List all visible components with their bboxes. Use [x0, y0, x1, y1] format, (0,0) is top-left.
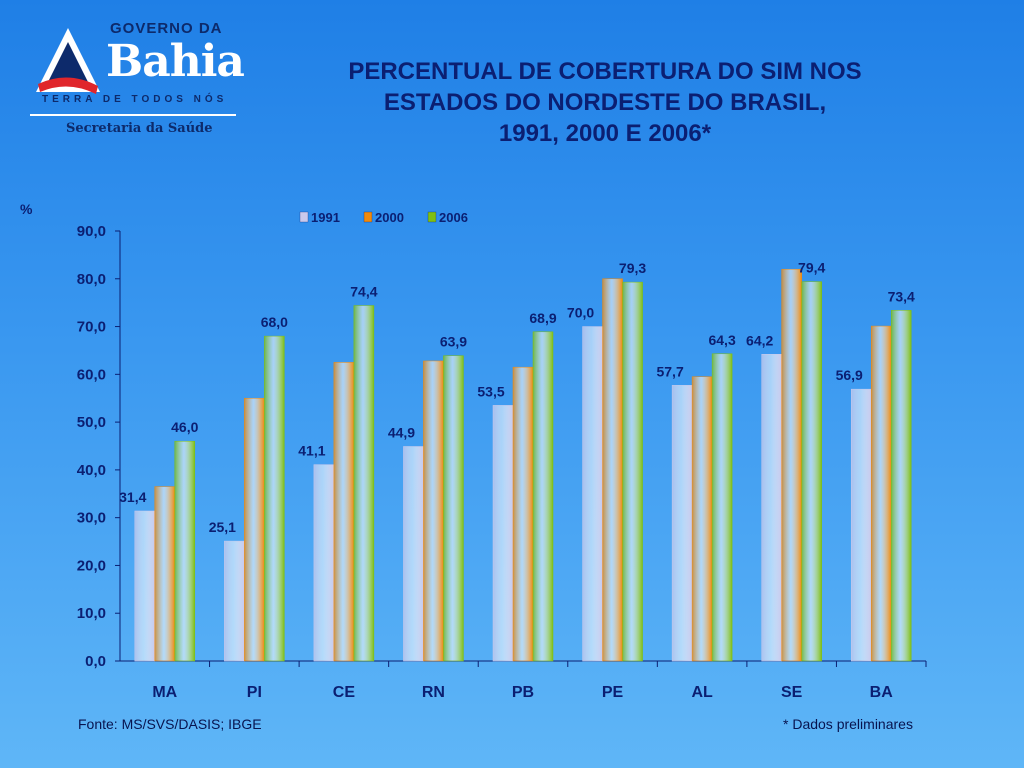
y-tick-label: 10,0: [77, 605, 106, 622]
data-label-2006-MA: 46,0: [171, 419, 198, 435]
preliminary-note: * Dados preliminares: [783, 716, 913, 732]
bar-2000-AL: [691, 376, 713, 662]
legend-swatch-1991: [299, 211, 309, 223]
legend-swatch-2000: [363, 211, 373, 223]
data-label-1991-AL: 57,7: [656, 363, 683, 379]
legend-label-1991: 1991: [311, 210, 340, 225]
y-tick-label: 0,0: [85, 653, 106, 670]
chart-title-line-1: PERCENTUAL DE COBERTURA DO SIM NOS: [348, 58, 862, 85]
data-label-1991-MA: 31,4: [119, 489, 146, 505]
legend-swatch-2006: [427, 211, 437, 223]
y-tick-label: 20,0: [77, 557, 106, 574]
chart-title: PERCENTUAL DE COBERTURA DO SIM NOS ESTAD…: [270, 56, 940, 149]
bar-2000-PB: [512, 366, 534, 662]
bar-1991-PE: [582, 326, 603, 662]
bar-1991-CE: [313, 464, 335, 662]
data-label-1991-RN: 44,9: [388, 424, 415, 440]
bar-2006-CE: [353, 305, 375, 662]
bar-2006-RN: [443, 355, 464, 662]
data-label-2006-PB: 68,9: [529, 310, 556, 326]
chart-title-line-2: ESTADOS DO NORDESTE DO BRASIL,: [383, 89, 827, 116]
bar-2006-SE: [801, 281, 822, 662]
data-label-1991-SE: 64,2: [746, 332, 773, 348]
source-note: Fonte: MS/SVS/DASIS; IBGE: [78, 716, 262, 732]
bar-2000-CE: [333, 362, 355, 662]
data-label-2006-RN: 63,9: [440, 334, 467, 350]
x-tick-label: MA: [152, 684, 177, 701]
x-tick-label: CE: [333, 684, 356, 701]
bar-1991-PI: [224, 540, 245, 662]
y-tick-label: 90,0: [77, 223, 106, 240]
x-tick-label: SE: [781, 684, 803, 701]
bar-1991-PB: [492, 405, 514, 662]
y-axis-label: %: [20, 201, 33, 217]
bar-2000-PE: [602, 278, 623, 662]
y-tick-label: 60,0: [77, 366, 106, 383]
data-label-2006-SE: 79,4: [798, 260, 825, 276]
data-label-1991-CE: 41,1: [298, 443, 325, 459]
y-tick-label: 40,0: [77, 462, 106, 479]
data-label-1991-PI: 25,1: [209, 519, 236, 535]
x-tick-label: AL: [691, 684, 713, 701]
brand-divider: [30, 114, 236, 116]
data-label-2006-CE: 74,4: [350, 284, 377, 300]
brand-department: Secretaria da Saúde: [66, 121, 213, 136]
bahia-logo: GOVERNO DA Bahia TERRA DE TODOS NÓS Secr…: [28, 14, 245, 144]
bar-2006-PE: [622, 281, 643, 662]
bar-2000-PI: [244, 397, 265, 662]
data-label-2006-AL: 64,3: [708, 332, 735, 348]
bar-2000-SE: [781, 268, 802, 662]
x-tick-label: PE: [602, 684, 624, 701]
y-tick-label: 50,0: [77, 414, 106, 431]
data-label-1991-BA: 56,9: [836, 367, 863, 383]
brand-tagline: TERRA DE TODOS NÓS: [42, 94, 228, 105]
legend-label-2006: 2006: [439, 210, 468, 225]
bahia-emblem-icon: [36, 28, 100, 94]
x-tick-label: BA: [870, 684, 894, 701]
y-tick-label: 30,0: [77, 510, 106, 527]
bar-2000-BA: [870, 325, 892, 662]
data-label-2006-BA: 73,4: [888, 288, 915, 304]
x-tick-label: PB: [512, 684, 534, 701]
legend-label-2000: 2000: [375, 210, 404, 225]
bar-1991-AL: [671, 385, 693, 662]
brand-gov-text: GOVERNO DA: [110, 20, 223, 37]
data-label-1991-PB: 53,5: [477, 383, 504, 399]
data-label-1991-PE: 70,0: [567, 305, 594, 321]
bar-2006-PI: [264, 335, 285, 662]
bar-2006-AL: [711, 353, 733, 662]
bar-2006-BA: [890, 310, 912, 662]
bar-1991-BA: [850, 388, 872, 662]
bar-2000-RN: [423, 360, 444, 662]
bar-1991-MA: [134, 510, 156, 662]
x-tick-label: RN: [422, 684, 445, 701]
y-tick-label: 70,0: [77, 319, 106, 336]
brand-name: Bahia: [106, 36, 245, 87]
data-label-2006-PE: 79,3: [619, 260, 646, 276]
bar-1991-SE: [761, 354, 782, 662]
bar-2000-MA: [154, 486, 176, 662]
bar-1991-RN: [403, 446, 424, 662]
x-tick-label: PI: [247, 684, 262, 701]
y-tick-label: 80,0: [77, 271, 106, 288]
data-label-2006-PI: 68,0: [261, 314, 288, 330]
bar-2006-PB: [532, 331, 554, 662]
chart-title-line-3: 1991, 2000 E 2006*: [498, 120, 712, 147]
bar-2006-MA: [174, 440, 196, 662]
